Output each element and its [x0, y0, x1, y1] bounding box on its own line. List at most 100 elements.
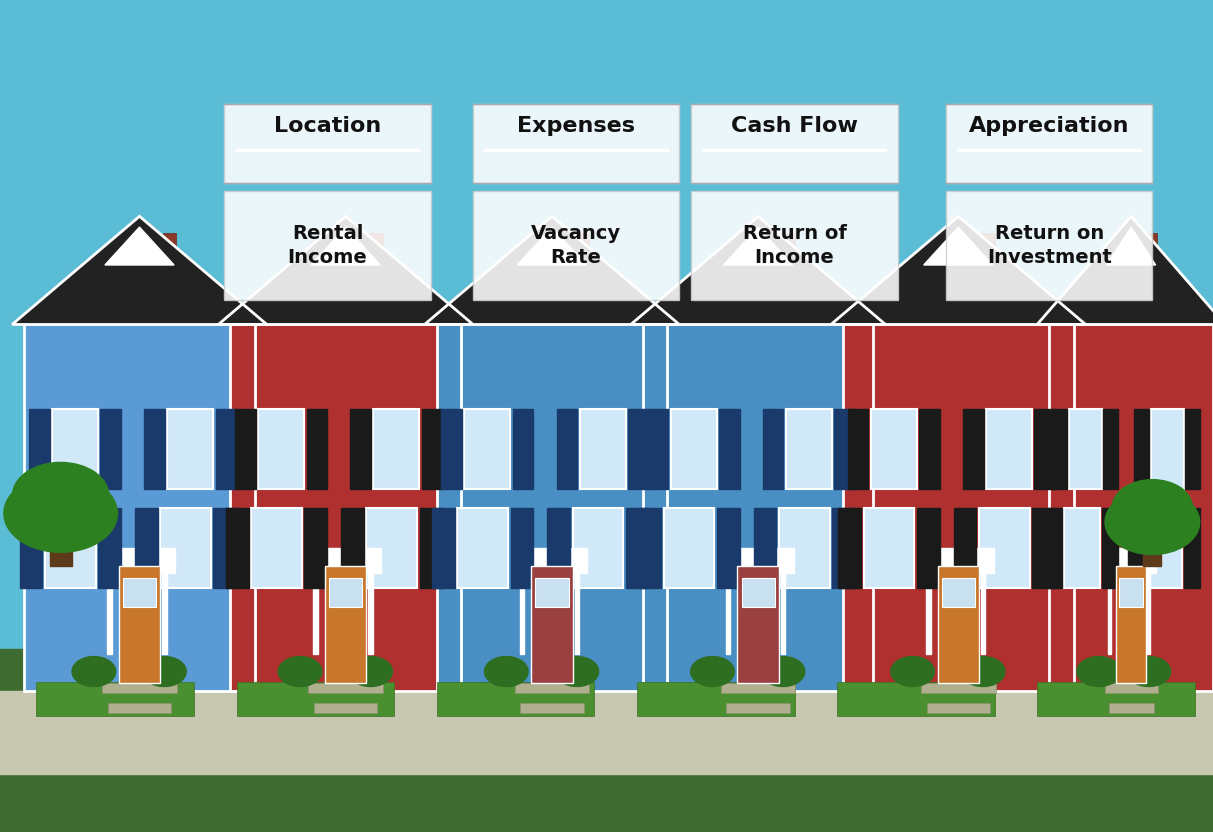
Bar: [1106, 547, 1156, 573]
Circle shape: [72, 656, 115, 686]
FancyBboxPatch shape: [691, 104, 898, 183]
Bar: [926, 547, 930, 654]
Polygon shape: [425, 216, 679, 324]
Bar: [1101, 508, 1118, 588]
Bar: [351, 409, 371, 489]
Circle shape: [1077, 656, 1121, 686]
Bar: [848, 409, 869, 489]
Circle shape: [556, 656, 599, 686]
Bar: [517, 547, 587, 573]
FancyBboxPatch shape: [473, 191, 679, 300]
Bar: [226, 508, 249, 588]
Circle shape: [762, 656, 805, 686]
Polygon shape: [1037, 216, 1213, 324]
Bar: [213, 508, 237, 588]
FancyBboxPatch shape: [946, 104, 1152, 183]
Polygon shape: [311, 227, 381, 265]
Text: Vacancy
Rate: Vacancy Rate: [531, 224, 621, 267]
Bar: [786, 409, 832, 489]
Bar: [465, 409, 511, 489]
Bar: [102, 683, 177, 693]
FancyBboxPatch shape: [691, 191, 898, 300]
Bar: [1035, 409, 1055, 489]
Bar: [719, 409, 740, 489]
Bar: [1144, 534, 1162, 566]
Bar: [1037, 682, 1195, 716]
Bar: [235, 409, 256, 489]
Bar: [329, 577, 363, 607]
Bar: [123, 577, 156, 607]
Bar: [437, 324, 667, 691]
Circle shape: [1105, 489, 1200, 554]
Circle shape: [1112, 484, 1192, 540]
Circle shape: [484, 656, 528, 686]
Bar: [838, 508, 861, 588]
Bar: [643, 324, 873, 691]
Bar: [24, 324, 255, 691]
Bar: [1046, 508, 1063, 588]
Bar: [1104, 409, 1118, 489]
Bar: [52, 409, 98, 489]
Bar: [648, 409, 668, 489]
Bar: [738, 566, 779, 683]
Bar: [921, 683, 996, 693]
Polygon shape: [631, 216, 885, 324]
Bar: [432, 508, 455, 588]
Polygon shape: [104, 227, 175, 265]
Bar: [513, 409, 534, 489]
Bar: [1146, 508, 1181, 588]
Bar: [643, 324, 873, 691]
Bar: [325, 566, 366, 683]
Bar: [101, 409, 121, 489]
Bar: [871, 409, 917, 489]
FancyBboxPatch shape: [224, 104, 431, 183]
Bar: [580, 409, 626, 489]
Bar: [1053, 409, 1067, 489]
FancyBboxPatch shape: [946, 191, 1152, 300]
Bar: [725, 547, 730, 654]
Text: Appreciation: Appreciation: [969, 116, 1129, 136]
Bar: [119, 566, 160, 683]
Bar: [1120, 577, 1143, 607]
Bar: [144, 409, 165, 489]
Bar: [341, 508, 364, 588]
Bar: [19, 508, 42, 588]
Bar: [753, 508, 776, 588]
Bar: [535, 577, 569, 607]
Bar: [547, 508, 570, 588]
Bar: [832, 508, 855, 588]
Bar: [531, 566, 573, 683]
Bar: [1032, 508, 1055, 588]
Bar: [1109, 703, 1154, 713]
Bar: [835, 409, 855, 489]
Circle shape: [349, 656, 393, 686]
Bar: [864, 508, 915, 588]
Bar: [519, 547, 524, 654]
Bar: [979, 508, 1030, 588]
Bar: [216, 409, 237, 489]
Bar: [307, 409, 328, 489]
Circle shape: [690, 656, 734, 686]
Bar: [1147, 547, 1150, 654]
Bar: [369, 232, 382, 292]
Circle shape: [12, 468, 109, 534]
Text: Cash Flow: Cash Flow: [731, 116, 858, 136]
Bar: [963, 409, 984, 489]
Bar: [45, 508, 96, 588]
Bar: [843, 324, 1074, 691]
Bar: [437, 682, 594, 716]
Bar: [29, 409, 50, 489]
Circle shape: [12, 463, 109, 528]
Bar: [721, 683, 796, 693]
Bar: [230, 324, 461, 691]
Bar: [843, 324, 1074, 691]
Bar: [311, 547, 381, 573]
Bar: [938, 566, 979, 683]
Bar: [1128, 508, 1144, 588]
Text: Location: Location: [274, 116, 381, 136]
Bar: [514, 683, 590, 693]
Circle shape: [143, 656, 187, 686]
Bar: [366, 508, 417, 588]
Polygon shape: [831, 216, 1086, 324]
Bar: [941, 577, 975, 607]
